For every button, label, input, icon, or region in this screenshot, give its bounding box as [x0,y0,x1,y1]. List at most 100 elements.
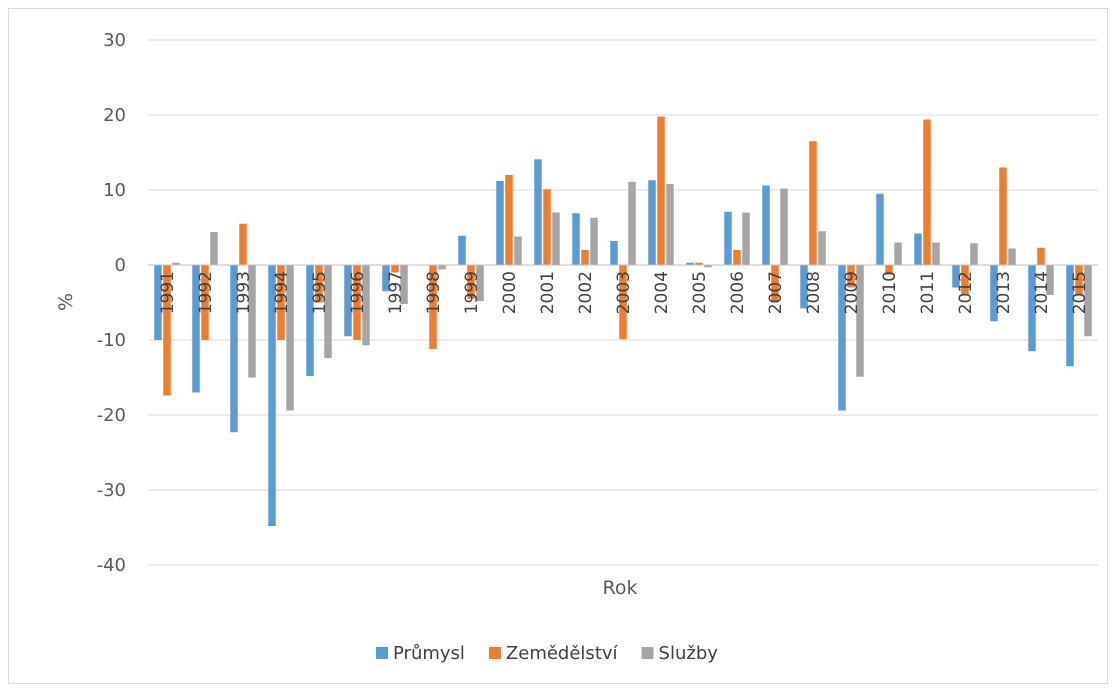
bar-zem-d-lstv--2001 [543,189,551,265]
bar-slu-by-1991 [172,262,180,265]
y-axis-title: % [55,293,77,311]
bar-zem-d-lstv--2012 [961,265,969,295]
bar-zem-d-lstv--2008 [809,141,817,265]
bar-pr-mysl-2011 [914,233,922,265]
legend-label: Služby [659,643,719,664]
bar-slu-by-2010 [894,242,902,265]
bar-pr-mysl-2002 [572,213,580,265]
bar-pr-mysl-2012 [952,265,960,288]
y-tick-label: -30 [97,480,126,501]
x-tick-label: 1993 [234,271,254,314]
legend-label: Průmysl [393,643,465,664]
bar-slu-by-1994 [286,265,294,411]
x-tick-label: 1999 [462,271,482,314]
bar-zem-d-lstv--1994 [277,265,285,340]
bar-pr-mysl-2013 [990,265,998,322]
bar-zem-d-lstv--2000 [505,175,513,265]
bar-slu-by-1992 [210,232,218,265]
bar-slu-by-2004 [666,184,674,265]
bar-pr-mysl-1994 [268,265,276,526]
bar-zem-d-lstv--1999 [467,265,475,299]
bar-zem-d-lstv--2015 [1075,265,1083,295]
x-tick-label: 1991 [158,271,178,314]
x-tick-label: 1992 [196,271,216,314]
legend-swatch [488,647,501,659]
x-tick-label: 2011 [918,271,938,314]
bar-pr-mysl-2014 [1028,265,1036,352]
bar-pr-mysl-2009 [838,265,846,411]
bar-zem-d-lstv--1995 [315,265,323,303]
x-tick-label: 2012 [956,271,976,314]
bar-slu-by-2013 [1008,248,1016,265]
bar-pr-mysl-1991 [154,265,162,340]
x-axis-title: Rok [603,577,638,599]
x-category-labels: 1991 1992 1993 1994 1995 1996 1997 1998 1999 2000… [158,271,1090,314]
bar-zem-d-lstv--1997 [391,265,399,273]
bar-zem-d-lstv--2005 [695,262,703,265]
x-tick-label: 2006 [728,271,748,314]
bar-pr-mysl-2006 [724,211,732,265]
bar-zem-d-lstv--2011 [923,119,931,265]
bar-pr-mysl-2005 [686,262,694,265]
bar-zem-d-lstv--1996 [353,265,361,340]
bar-pr-mysl-2000 [496,181,504,265]
bar-pr-mysl-2007 [762,185,770,265]
bar-pr-mysl-1996 [344,265,352,337]
bar-slu-by-2011 [932,242,940,265]
y-tick-label: 30 [103,30,126,51]
bar-slu-by-2014 [1046,265,1054,295]
x-tick-label: 2013 [994,271,1014,314]
bar-slu-by-2015 [1084,265,1092,337]
bar-pr-mysl-1997 [382,265,390,292]
y-tick-label: 10 [103,180,126,201]
bar-slu-by-2007 [780,188,788,265]
bar-zem-d-lstv--1992 [201,265,209,340]
bar-slu-by-2003 [628,181,636,265]
bar-slu-by-2001 [552,212,560,265]
bar-slu-by-1995 [324,265,332,358]
bar-pr-mysl-2003 [610,241,618,265]
x-tick-label: 2014 [1032,271,1052,314]
y-tick-label: 0 [115,255,126,276]
bar-pr-mysl-1993 [230,265,238,433]
bar-zem-d-lstv--2014 [1037,247,1045,265]
y-tick-label: -10 [97,330,126,351]
x-tick-label: 1998 [424,271,444,314]
bar-pr-mysl-1999 [458,235,466,265]
bar-pr-mysl-2004 [648,180,656,265]
bar-pr-mysl-2010 [876,193,884,265]
x-tick-label: 1996 [348,271,368,314]
bar-zem-d-lstv--2004 [657,116,665,265]
y-tick-label: 20 [103,105,126,126]
x-tick-label: 2002 [576,271,596,314]
bar-slu-by-2000 [514,236,522,265]
y-tick-label: -20 [97,405,126,426]
x-tick-label: 2004 [652,271,672,314]
legend-swatch [641,647,654,659]
x-tick-label: 1997 [386,271,406,314]
bar-zem-d-lstv--2013 [999,167,1007,265]
bar-slu-by-1997 [400,265,408,304]
x-tick-label: 2000 [500,271,520,314]
bar-zem-d-lstv--1993 [239,223,247,265]
bar-slu-by-1996 [362,265,370,346]
x-tick-label: 2015 [1070,271,1090,314]
bar-slu-by-2002 [590,217,598,265]
bar-pr-mysl-2001 [534,159,542,265]
x-tick-label: 2010 [880,271,900,314]
bar-pr-mysl-1992 [192,265,200,393]
bar-zem-d-lstv--2003 [619,265,627,340]
bar-zem-d-lstv--2010 [885,265,893,275]
bar-zem-d-lstv--2009 [847,265,855,288]
legend-label: Zemědělství [506,643,619,664]
bar-pr-mysl-1995 [306,265,314,376]
bar-slu-by-2008 [818,231,826,265]
bar-pr-mysl-2015 [1066,265,1074,367]
bar-slu-by-2006 [742,212,750,265]
x-tick-label: 2008 [804,271,824,314]
legend-swatch [376,647,388,659]
bar-zem-d-lstv--2002 [581,250,589,265]
bar-slu-by-2005 [704,265,712,268]
y-tick-label: -40 [97,555,126,576]
